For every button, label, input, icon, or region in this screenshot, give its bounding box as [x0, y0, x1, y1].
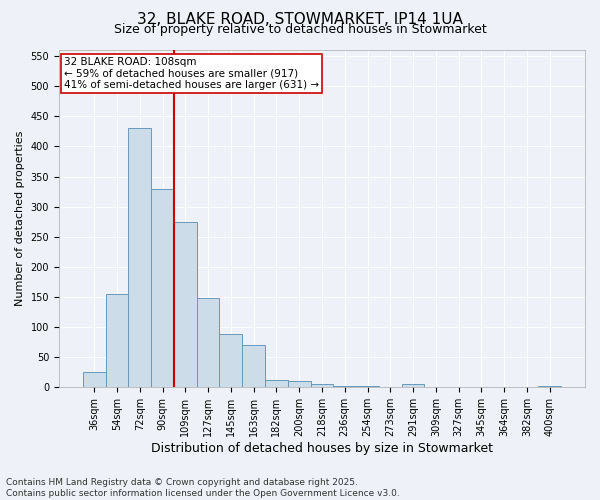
Bar [174, 222, 197, 388]
Bar [515, 386, 538, 388]
Bar [197, 298, 220, 388]
Bar [83, 372, 106, 388]
Bar [288, 382, 311, 388]
X-axis label: Distribution of detached houses by size in Stowmarket: Distribution of detached houses by size … [151, 442, 493, 455]
Bar [151, 188, 174, 388]
Bar [265, 380, 288, 388]
Bar [334, 386, 356, 388]
Bar [470, 386, 493, 388]
Bar [242, 345, 265, 388]
Bar [356, 386, 379, 388]
Text: 32 BLAKE ROAD: 108sqm
← 59% of detached houses are smaller (917)
41% of semi-det: 32 BLAKE ROAD: 108sqm ← 59% of detached … [64, 56, 319, 90]
Text: Size of property relative to detached houses in Stowmarket: Size of property relative to detached ho… [113, 22, 487, 36]
Bar [128, 128, 151, 388]
Bar [311, 384, 334, 388]
Bar [447, 386, 470, 388]
Bar [493, 386, 515, 388]
Bar [220, 334, 242, 388]
Text: 32, BLAKE ROAD, STOWMARKET, IP14 1UA: 32, BLAKE ROAD, STOWMARKET, IP14 1UA [137, 12, 463, 28]
Bar [538, 386, 561, 388]
Bar [424, 386, 447, 388]
Bar [106, 294, 128, 388]
Y-axis label: Number of detached properties: Number of detached properties [15, 131, 25, 306]
Text: Contains HM Land Registry data © Crown copyright and database right 2025.
Contai: Contains HM Land Registry data © Crown c… [6, 478, 400, 498]
Bar [401, 384, 424, 388]
Bar [379, 386, 401, 388]
